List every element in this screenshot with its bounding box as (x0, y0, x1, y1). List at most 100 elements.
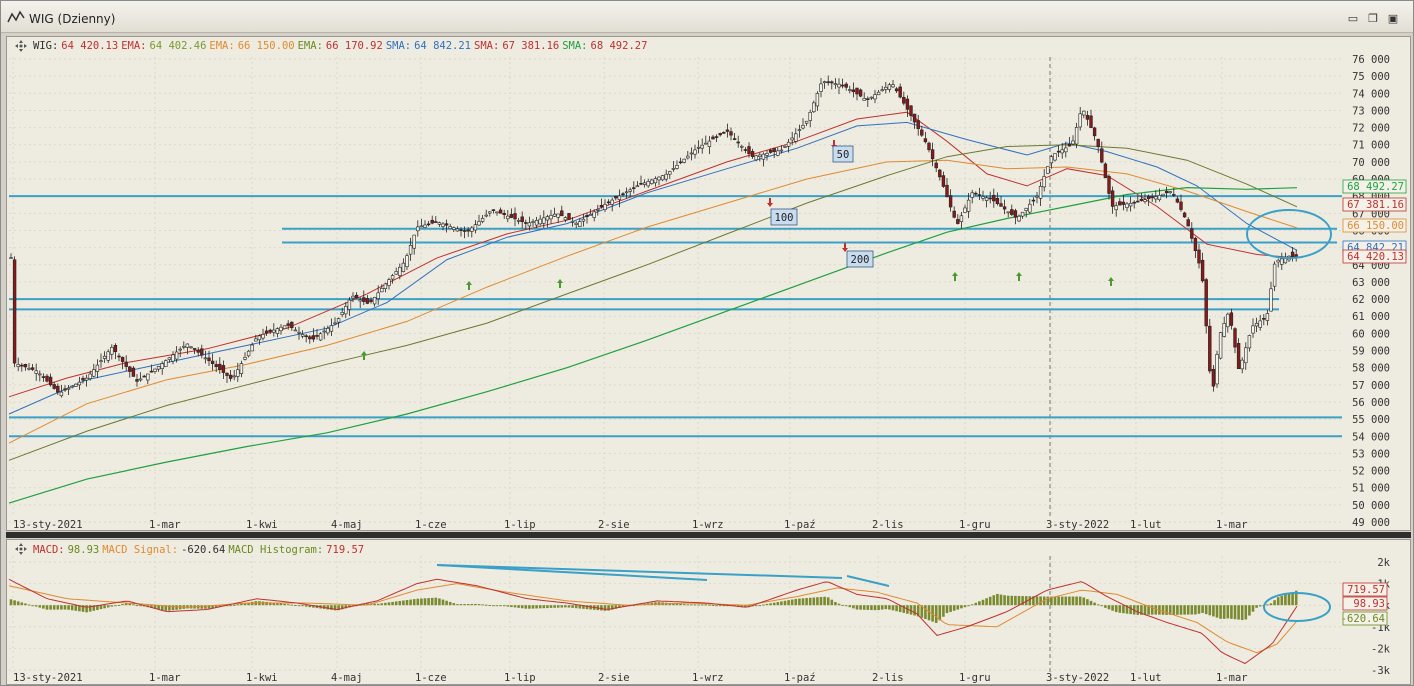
candle (390, 275, 395, 280)
candle (405, 255, 409, 268)
histogram-bar (247, 602, 250, 606)
candle (948, 195, 953, 208)
candle (959, 215, 964, 222)
restore-icon[interactable]: ❐ (1368, 12, 1378, 25)
histogram-bar (153, 605, 157, 609)
candle (1121, 201, 1126, 205)
histogram-bar (96, 605, 99, 610)
candle (149, 370, 154, 373)
histogram-bar (384, 602, 387, 606)
histogram-bar (888, 605, 891, 610)
histogram-bar (884, 605, 888, 610)
price-chart[interactable]: 76 000 75 000 74 000 73 000 72 000 71 000 70 0… (7, 37, 1410, 530)
candle (650, 179, 654, 184)
macd-chart[interactable]: 2k1k0k-1k-2k-3k13-sty-20211-mar1-kwi4-ma… (7, 540, 1410, 684)
candle (1218, 332, 1223, 359)
histogram-bar (164, 605, 168, 611)
candle (412, 234, 416, 249)
candle (275, 328, 280, 334)
y-tick-label: 63 000 (1352, 277, 1390, 289)
histogram-bar (232, 604, 236, 606)
histogram-bar (870, 605, 873, 611)
candle (700, 144, 704, 149)
move-icon[interactable] (15, 543, 27, 555)
y-tick-label: 54 000 (1352, 431, 1390, 443)
move-icon[interactable] (15, 40, 27, 52)
candle (513, 213, 517, 220)
histogram-bar (168, 605, 171, 611)
ma-period-box (832, 145, 854, 163)
candle (383, 283, 388, 289)
minimize-icon[interactable]: ▭ (1347, 12, 1359, 25)
histogram-bar (895, 605, 898, 612)
candle (1074, 127, 1079, 145)
histogram-bar (816, 597, 819, 606)
candle (290, 321, 294, 329)
histogram-bar (1064, 596, 1068, 606)
histogram-bar (290, 604, 294, 606)
candle (480, 217, 485, 222)
histogram-bar (956, 605, 960, 610)
candle (459, 229, 463, 231)
histogram-bar (697, 604, 700, 606)
candle (876, 91, 881, 96)
histogram-bar (110, 605, 114, 607)
histogram-bar (31, 605, 34, 607)
histogram-bar (765, 603, 769, 606)
candle (758, 154, 762, 157)
close-icon[interactable]: ▣ (1387, 12, 1399, 25)
candle (1204, 279, 1208, 327)
histogram-bar (517, 605, 520, 608)
title-bar[interactable]: WIG (Dzienny) ▭ ❐ ▣ (1, 1, 1413, 33)
legend-value: 64 402.46 (149, 40, 207, 52)
histogram-bar (88, 605, 92, 612)
candle (858, 89, 863, 97)
sma-mid-line (8, 144, 1298, 461)
candle (1096, 138, 1100, 147)
histogram-bar (1014, 595, 1017, 606)
candle (772, 148, 776, 152)
candle (761, 153, 766, 160)
legend-value: 719.57 (326, 544, 365, 556)
candle (272, 329, 276, 333)
legend-value: 68 492.27 (590, 40, 648, 52)
histogram-bar (834, 602, 837, 606)
candle (210, 360, 215, 365)
macd-panel[interactable]: MACD: 98.93 MACD Signal: -620.64 MACD Histog… (6, 539, 1411, 685)
candle (45, 375, 49, 382)
histogram-bar (1194, 605, 1197, 615)
histogram-bar (794, 598, 798, 606)
candle (1035, 195, 1039, 198)
candle (246, 350, 251, 357)
candle (520, 216, 524, 223)
histogram-bar (124, 603, 128, 606)
candle (398, 266, 402, 276)
histogram-bar (434, 597, 438, 606)
panel-splitter[interactable] (6, 532, 1411, 538)
candle (610, 199, 614, 205)
candle (675, 165, 679, 169)
candle (34, 370, 38, 374)
macd-legend: MACD: 98.93 MACD Signal: -620.64 MACD Histog… (33, 544, 367, 556)
ma-period-label: 200 (851, 254, 870, 266)
histogram-bar (571, 605, 574, 608)
histogram-bar (700, 604, 704, 606)
candle (88, 373, 92, 379)
candle (725, 129, 730, 132)
price-panel[interactable]: WIG: 64 420.13 EMA: 64 402.46 EMA: 66 150.00 E… (6, 36, 1411, 531)
candle (884, 86, 888, 90)
candle (416, 226, 420, 232)
histogram-bar (1096, 604, 1100, 606)
candle (945, 184, 949, 198)
histogram-bar (1075, 596, 1078, 606)
candle (441, 223, 445, 227)
candle (869, 96, 874, 99)
histogram-bar (1165, 605, 1168, 615)
candle (1168, 191, 1172, 193)
candle (138, 378, 143, 381)
y-tick-label: 75 000 (1352, 71, 1390, 83)
histogram-bar (693, 604, 697, 606)
candle (974, 192, 978, 195)
histogram-bar (675, 603, 679, 606)
histogram-bar (564, 605, 567, 608)
